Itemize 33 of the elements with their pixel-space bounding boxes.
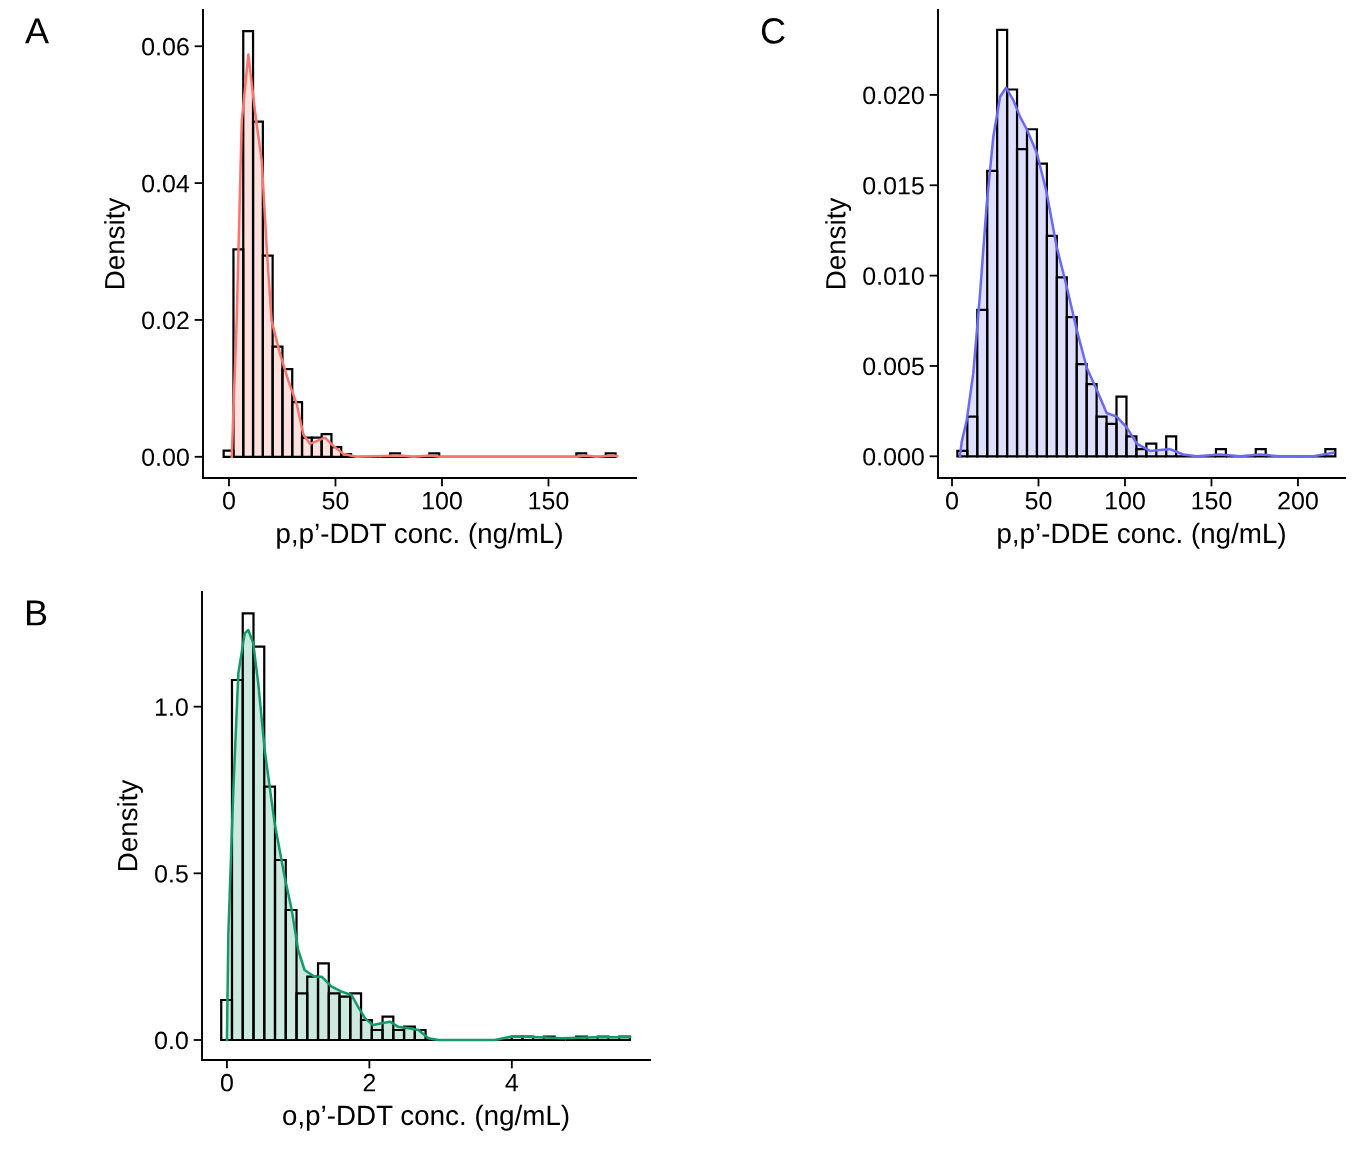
x-axis-title: p,p’-DDT conc. (ng/mL)	[277, 522, 562, 549]
y-tick-label: 0.0	[155, 1031, 188, 1050]
x-tick-label: 2	[363, 1073, 376, 1092]
x-tick-label: 0	[223, 491, 235, 510]
y-tick-label: 0.00	[142, 448, 189, 467]
x-tick-label: 150	[1192, 491, 1232, 510]
y-axis-title: Density	[825, 197, 852, 289]
y-tick-label: 0.04	[142, 174, 190, 193]
y-tick-label: 0.000	[863, 447, 924, 466]
x-tick-label: 4	[505, 1074, 519, 1092]
y-tick-label: 1.0	[155, 698, 188, 716]
x-tick-label: 100	[1106, 491, 1145, 510]
x-axis-title: o,p’-DDT conc. (ng/mL)	[283, 1104, 569, 1131]
x-tick-label: 0	[946, 491, 958, 510]
y-tick-label: 0.005	[863, 357, 924, 376]
y-axis-title: Density	[117, 779, 143, 871]
y-tick-label: 0.010	[863, 267, 924, 285]
y-tick-label: 0.015	[863, 176, 924, 195]
x-tick-label: 50	[322, 491, 349, 510]
x-axis-title: p,p’-DDE conc. (ng/mL)	[998, 522, 1285, 549]
x-tick-label: 0	[220, 1073, 233, 1092]
x-tick-label: 50	[1025, 491, 1052, 510]
y-tick-label: 0.02	[142, 311, 189, 330]
x-tick-label: 200	[1278, 491, 1318, 510]
y-tick-label: 0.06	[142, 37, 189, 56]
y-tick-label: 0.020	[863, 86, 924, 105]
y-tick-label: 0.5	[155, 864, 188, 883]
chart-title: B	[26, 600, 47, 626]
y-axis-title: Density	[104, 197, 131, 289]
chart-title: C	[761, 18, 785, 44]
chart-title: A	[25, 18, 50, 44]
x-tick-label: 150	[529, 491, 569, 510]
x-tick-label: 100	[423, 491, 462, 510]
